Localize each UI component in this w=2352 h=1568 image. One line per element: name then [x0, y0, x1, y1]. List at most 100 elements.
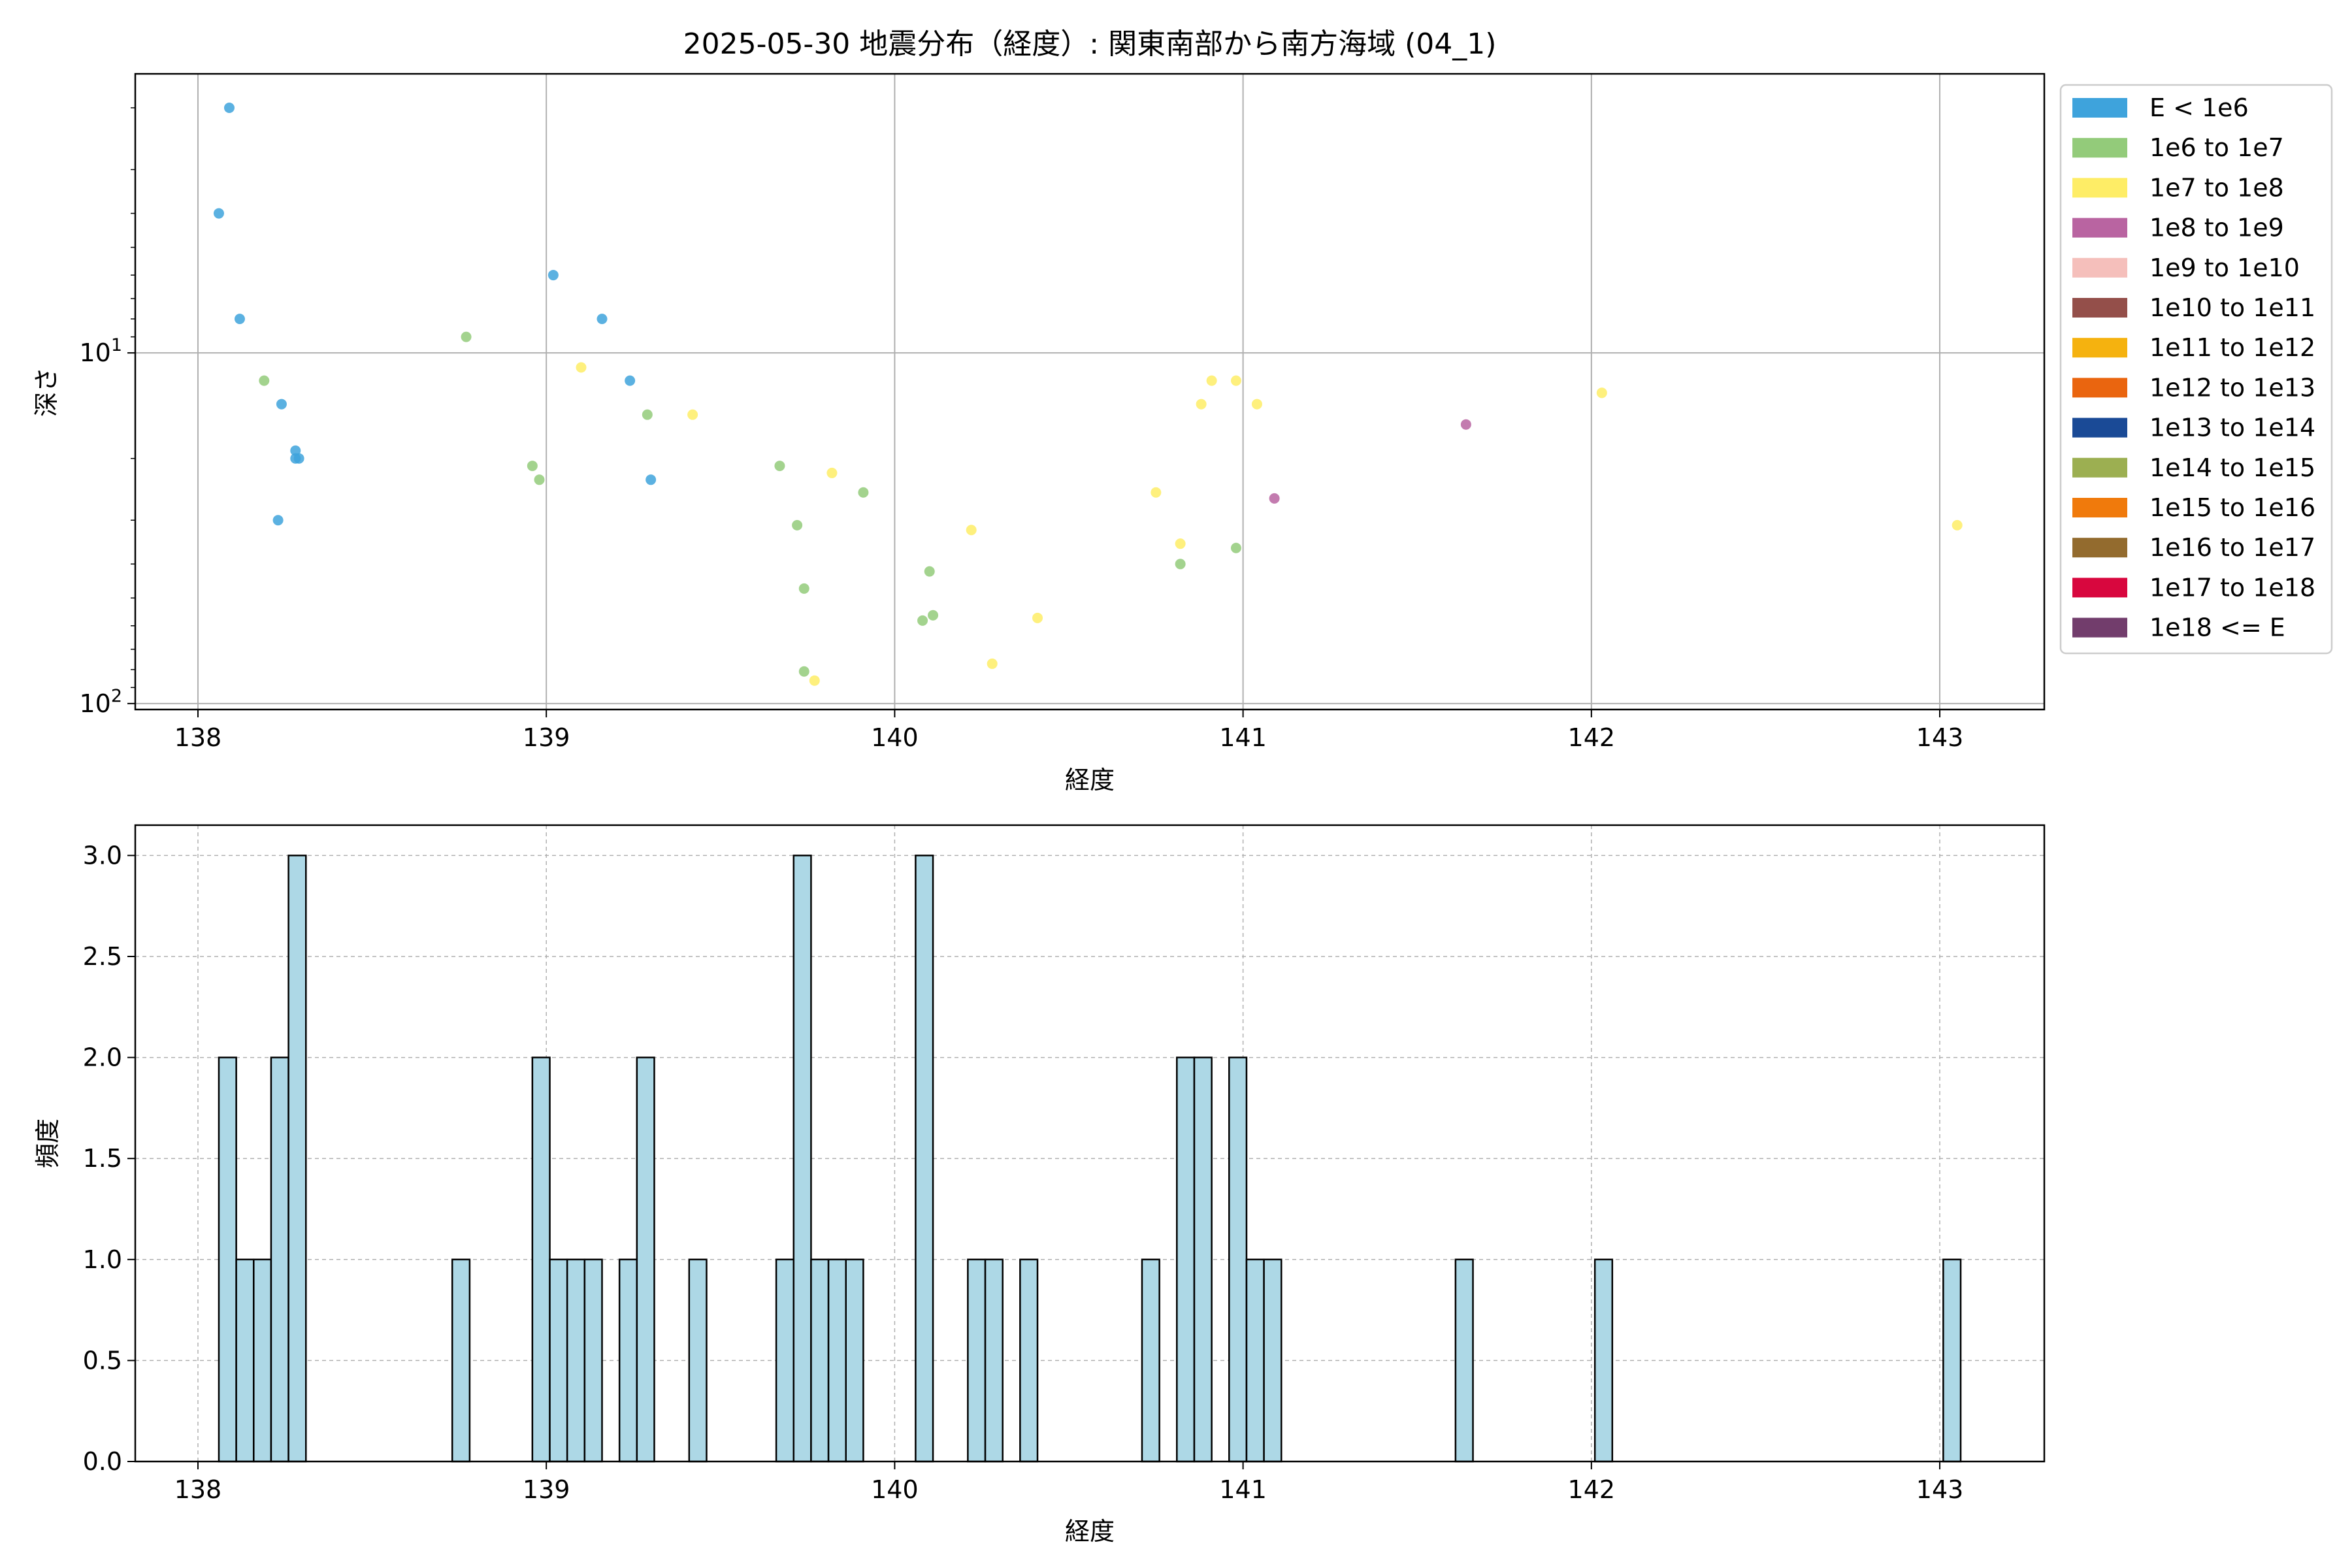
bottom-axis-ticks: 138 139 140 141 142 143 0.0 0.5 1.0 1.5 2.0 2.5 3.0 — [83, 841, 1964, 1504]
histogram-bar — [287, 855, 307, 1463]
top-gridlines — [135, 74, 2044, 710]
bottom-y-axis-label: 頻度 — [33, 1119, 62, 1168]
bottom-x-tick-label: 141 — [1219, 1475, 1267, 1504]
top-x-tick-label: 143 — [1916, 723, 1964, 752]
scatter-point — [259, 375, 270, 386]
scatter-point — [1151, 487, 1162, 498]
legend-swatch — [2072, 378, 2127, 398]
scatter-point — [924, 566, 935, 577]
histogram-bar — [253, 1258, 272, 1463]
scatter-point — [625, 375, 636, 386]
scatter-point — [1269, 493, 1280, 504]
legend-label: 1e16 to 1e17 — [2149, 533, 2315, 562]
histogram-bar — [845, 1258, 864, 1463]
legend-swatch — [2072, 578, 2127, 598]
histogram-bars — [218, 855, 1962, 1463]
scatter-point — [1032, 612, 1043, 623]
histogram-bar — [1263, 1258, 1282, 1463]
scatter-point — [1251, 399, 1262, 410]
scatter-point — [527, 461, 538, 472]
scatter-point — [276, 399, 287, 410]
bottom-y-tick-label: 3.0 — [83, 841, 122, 870]
scatter-point — [798, 666, 809, 677]
bottom-plot-frame — [134, 824, 2046, 1463]
legend-label: 1e7 to 1e8 — [2149, 173, 2284, 202]
scatter-point — [966, 525, 977, 536]
histogram-bar — [235, 1258, 255, 1463]
scatter-point — [792, 519, 803, 531]
histogram-bar — [1245, 1258, 1265, 1463]
legend-swatch — [2072, 178, 2127, 198]
legend-label: 1e13 to 1e14 — [2149, 414, 2315, 442]
top-x-tick-label: 139 — [523, 723, 570, 752]
scatter-point — [213, 208, 224, 219]
legend-label: 1e14 to 1e15 — [2149, 453, 2315, 482]
bottom-x-axis-label: 経度 — [1065, 1517, 1115, 1546]
bottom-y-tick-label: 2.0 — [83, 1043, 122, 1072]
legend-label: 1e8 to 1e9 — [2149, 214, 2284, 242]
histogram-bar — [583, 1258, 603, 1463]
bottom-y-tick-label: 2.5 — [83, 942, 122, 971]
scatter-point — [642, 409, 653, 420]
scatter-point — [928, 610, 939, 621]
bottom-x-tick-label: 139 — [523, 1475, 570, 1504]
legend-label: 1e17 to 1e18 — [2149, 573, 2315, 602]
legend-label: 1e18 <= E — [2149, 613, 2285, 642]
top-x-tick-label: 142 — [1568, 723, 1616, 752]
bottom-x-tick-label: 140 — [871, 1475, 919, 1504]
histogram-bar — [915, 855, 934, 1463]
histogram-bar — [967, 1258, 987, 1463]
histogram-bar — [549, 1258, 568, 1463]
top-y-tick-label: 101 — [79, 335, 122, 367]
histogram-bar — [451, 1258, 471, 1463]
scatter-point — [1596, 387, 1607, 399]
bottom-x-tick-label: 142 — [1568, 1475, 1616, 1504]
legend-swatch — [2072, 457, 2127, 478]
histogram-bar — [688, 1258, 708, 1463]
scatter-point — [547, 270, 559, 281]
scatter-point — [1230, 375, 1241, 386]
scatter-point — [826, 467, 838, 478]
legend-label: E < 1e6 — [2149, 93, 2249, 122]
legend-swatch — [2072, 617, 2127, 638]
legend: E < 1e6 1e6 to 1e7 1e7 to 1e8 1e8 to 1e9 1e9… — [2059, 84, 2333, 655]
top-y-axis-label: 深さ — [32, 367, 61, 417]
bottom-gridlines — [135, 825, 2044, 1462]
histogram-bar — [1193, 1056, 1213, 1463]
scatter-point — [858, 487, 869, 498]
histogram-bar — [810, 1258, 830, 1463]
scatter-point — [1230, 542, 1241, 553]
top-plot-frame — [134, 73, 2046, 711]
legend-label: 1e9 to 1e10 — [2149, 253, 2300, 282]
top-x-tick-label: 138 — [174, 723, 222, 752]
scatter-point — [290, 445, 301, 456]
scatter-point — [917, 615, 928, 626]
legend-swatch — [2072, 138, 2127, 158]
bottom-y-tick-label: 1.5 — [83, 1144, 122, 1173]
scatter-point — [272, 515, 284, 526]
bottom-y-tick-label: 1.0 — [83, 1245, 122, 1274]
scatter-point — [645, 474, 657, 485]
scatter-point — [798, 583, 809, 594]
bottom-y-tick-label: 0.0 — [83, 1447, 122, 1476]
legend-label: 1e12 to 1e13 — [2149, 373, 2315, 402]
histogram-bar — [1176, 1056, 1196, 1463]
histogram-bar — [827, 1258, 847, 1463]
legend-swatch — [2072, 298, 2127, 318]
legend-swatch — [2072, 538, 2127, 558]
histogram-bar — [531, 1056, 551, 1463]
chart-title: 2025-05-30 地震分布（経度）: 関東南部から南方海域 (04_1) — [683, 27, 1497, 61]
scatter-point — [234, 314, 245, 325]
bottom-y-tick-label: 0.5 — [83, 1346, 122, 1375]
histogram-bar — [1228, 1056, 1248, 1463]
scatter-point — [1460, 419, 1471, 430]
legend-label: 1e11 to 1e12 — [2149, 333, 2315, 362]
top-y-tick-label: 102 — [79, 686, 122, 718]
scatter-point — [223, 103, 235, 114]
top-axis-ticks: 138 139 140 141 142 143 101 102 — [79, 107, 1964, 752]
histogram-bar — [792, 855, 812, 1463]
histogram-bar — [1942, 1258, 1962, 1463]
legend-swatch — [2072, 218, 2127, 238]
legend-frame — [2059, 84, 2333, 655]
scatter-point — [687, 409, 698, 420]
